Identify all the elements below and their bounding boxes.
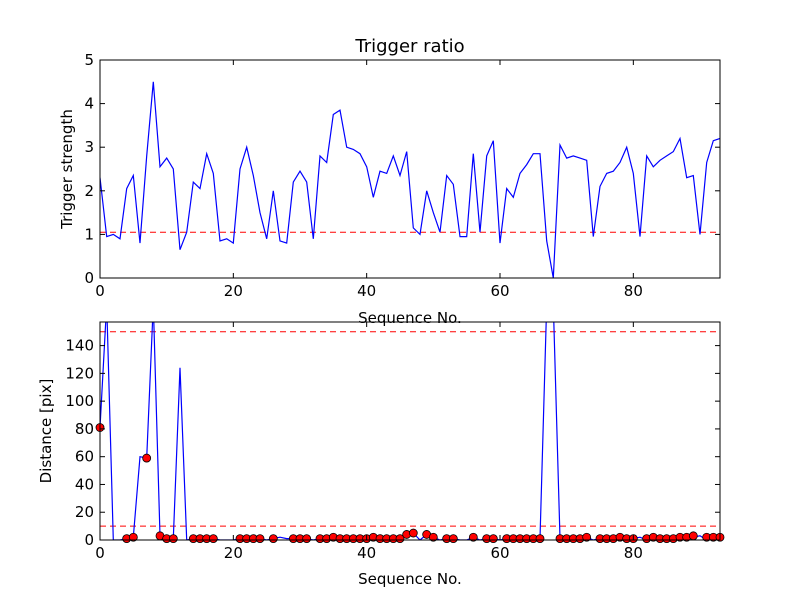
x-tick-label: 80 <box>624 282 643 300</box>
y-tick-label: 80 <box>75 420 94 438</box>
data-point <box>448 534 458 544</box>
trigger-ratio-chart: Trigger ratio Trigger strength Sequence … <box>58 36 721 327</box>
series-line <box>100 81 720 278</box>
y-tick-label: 1 <box>84 225 94 243</box>
data-point <box>128 532 138 542</box>
data-point <box>142 453 152 463</box>
y-tick-label: 100 <box>65 392 94 410</box>
y-tick-label: 3 <box>84 138 94 156</box>
y-tick-label: 5 <box>84 51 94 69</box>
y-tick-label: 4 <box>84 95 94 113</box>
plot-area: 0 20 40 60 80 0 1 2 3 4 5 <box>84 51 721 300</box>
x-tick-label: 0 <box>95 282 105 300</box>
x-tick-label: 80 <box>624 544 643 562</box>
plot-area: 0 20 40 60 80 0 20 40 60 80 100 120 140 <box>65 321 725 562</box>
data-point <box>208 534 218 544</box>
x-tick-label: 40 <box>357 282 376 300</box>
y-tick-label: 120 <box>65 364 94 382</box>
y-axis-label: Trigger strength <box>58 109 76 230</box>
y-tick-label: 2 <box>84 182 94 200</box>
axes-frame <box>99 59 721 279</box>
x-tick-label: 60 <box>490 282 509 300</box>
y-tick-label: 40 <box>75 475 94 493</box>
x-axis-label: Sequence No. <box>358 309 462 327</box>
data-point <box>488 534 498 544</box>
plot-contents <box>100 81 720 278</box>
y-axis-label: Distance [pix] <box>37 379 55 484</box>
data-point <box>268 534 278 544</box>
data-point <box>408 528 418 538</box>
y-tick-label: 140 <box>65 337 94 355</box>
y-tick-label: 60 <box>75 448 94 466</box>
data-point <box>535 534 545 544</box>
data-point <box>168 534 178 544</box>
data-point <box>395 534 405 544</box>
plot-contents <box>100 322 720 540</box>
data-point <box>688 531 698 541</box>
chart-title: Trigger ratio <box>354 36 464 57</box>
data-point <box>302 534 312 544</box>
data-point <box>428 532 438 542</box>
x-tick-label: 60 <box>490 544 509 562</box>
y-tick-label: 20 <box>75 503 94 521</box>
x-tick-label: 0 <box>95 544 105 562</box>
y-tick-label: 0 <box>84 531 94 549</box>
x-tick-label: 20 <box>224 544 243 562</box>
y-tick-label: 0 <box>84 269 94 287</box>
data-point <box>468 532 478 542</box>
data-point <box>255 534 265 544</box>
distance-chart: Distance [pix] Sequence No. 0 20 40 60 80 0 20… <box>37 321 725 588</box>
data-point <box>582 532 592 542</box>
series-line <box>100 322 720 540</box>
axes-frame <box>99 321 721 541</box>
x-tick-label: 20 <box>224 282 243 300</box>
x-tick-label: 40 <box>357 544 376 562</box>
x-axis-label: Sequence No. <box>358 570 462 588</box>
